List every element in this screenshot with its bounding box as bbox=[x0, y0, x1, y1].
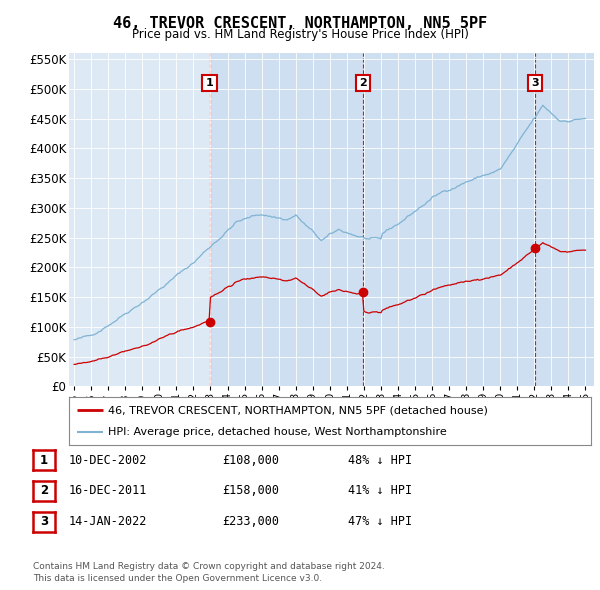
Text: HPI: Average price, detached house, West Northamptonshire: HPI: Average price, detached house, West… bbox=[108, 427, 447, 437]
Text: £158,000: £158,000 bbox=[222, 484, 279, 497]
Text: 2: 2 bbox=[40, 484, 48, 497]
Text: 47% ↓ HPI: 47% ↓ HPI bbox=[348, 515, 412, 528]
Text: 48% ↓ HPI: 48% ↓ HPI bbox=[348, 454, 412, 467]
Bar bbox=[209, 53, 363, 386]
Text: 16-DEC-2011: 16-DEC-2011 bbox=[69, 484, 148, 497]
Text: 10-DEC-2002: 10-DEC-2002 bbox=[69, 454, 148, 467]
Text: £233,000: £233,000 bbox=[222, 515, 279, 528]
Bar bbox=[363, 53, 535, 386]
Text: Price paid vs. HM Land Registry's House Price Index (HPI): Price paid vs. HM Land Registry's House … bbox=[131, 28, 469, 41]
Text: £108,000: £108,000 bbox=[222, 454, 279, 467]
Text: 1: 1 bbox=[40, 454, 48, 467]
Text: 3: 3 bbox=[40, 515, 48, 528]
Text: 46, TREVOR CRESCENT, NORTHAMPTON, NN5 5PF (detached house): 46, TREVOR CRESCENT, NORTHAMPTON, NN5 5P… bbox=[108, 405, 488, 415]
Text: 1: 1 bbox=[206, 78, 214, 88]
Text: 14-JAN-2022: 14-JAN-2022 bbox=[69, 515, 148, 528]
Text: Contains HM Land Registry data © Crown copyright and database right 2024.
This d: Contains HM Land Registry data © Crown c… bbox=[33, 562, 385, 583]
Text: 2: 2 bbox=[359, 78, 367, 88]
Bar bbox=[535, 53, 594, 386]
Text: 3: 3 bbox=[531, 78, 539, 88]
Text: 41% ↓ HPI: 41% ↓ HPI bbox=[348, 484, 412, 497]
Text: 46, TREVOR CRESCENT, NORTHAMPTON, NN5 5PF: 46, TREVOR CRESCENT, NORTHAMPTON, NN5 5P… bbox=[113, 16, 487, 31]
